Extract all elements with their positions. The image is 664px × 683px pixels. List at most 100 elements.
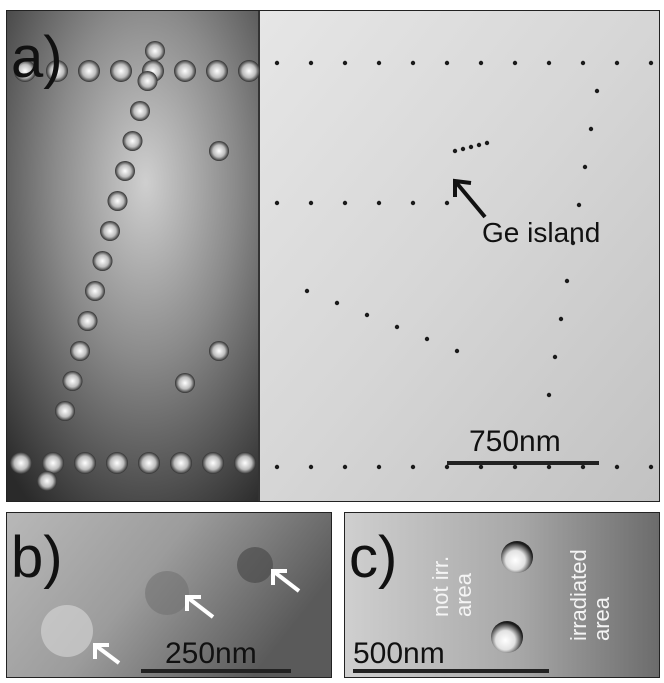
island-dot: [512, 60, 518, 66]
island-dot: [580, 464, 586, 470]
panel-c-scale-label: 500nm: [353, 637, 445, 670]
island-bump: [106, 452, 128, 474]
island-bump: [46, 60, 68, 82]
island-bump: [202, 452, 224, 474]
panel-c: c) not irr. area irradiated area 500nm: [344, 512, 660, 678]
panel-c-micrograph: [345, 513, 659, 677]
island-bump: [238, 60, 260, 82]
annotation-arrow: [453, 178, 487, 219]
island-dot: [580, 60, 586, 66]
island-dot: [410, 200, 416, 206]
island-bump: [107, 191, 128, 211]
right-region: [259, 11, 659, 501]
island-bump: [138, 452, 160, 474]
panel-a: a) Ge island 750nm: [6, 10, 660, 502]
island-dot: [410, 464, 416, 470]
irradiated-label: irradiated area: [566, 549, 615, 641]
island-dot: [478, 464, 484, 470]
island-bump: [70, 341, 90, 361]
island-bump: [130, 101, 150, 121]
island-bump: [137, 71, 158, 91]
panel-c-scale-bar: [353, 669, 549, 673]
island-dot: [648, 60, 654, 66]
island-bump: [145, 41, 165, 61]
island-dot: [342, 200, 348, 206]
ge-island-label: Ge island: [482, 217, 601, 248]
island-dot: [454, 348, 460, 354]
island-bump: [92, 251, 113, 271]
island-bump: [77, 311, 98, 331]
island-bump: [110, 60, 132, 82]
island-dot: [342, 60, 348, 66]
island-bump: [209, 141, 229, 161]
island-dot: [444, 464, 450, 470]
island-bump: [174, 60, 196, 82]
island-dot: [376, 464, 382, 470]
island-bump: [209, 341, 229, 361]
island-dot: [444, 60, 450, 66]
island-dot: [468, 144, 474, 150]
island-dot: [424, 336, 430, 342]
island-dot: [552, 354, 558, 360]
panel-b: b) 250nm: [6, 512, 332, 678]
island-dot: [564, 278, 570, 284]
panel-a-letter: a): [11, 25, 63, 90]
island-dot: [308, 464, 314, 470]
island-chains: [10, 41, 260, 491]
island-dot: [342, 464, 348, 470]
panel-b-letter: b): [11, 525, 63, 590]
left-region: [7, 11, 259, 501]
island-dot: [614, 60, 620, 66]
island-dot: [594, 88, 600, 94]
island-dot: [576, 202, 582, 208]
island-bump: [115, 161, 135, 181]
island-dot: [452, 148, 458, 154]
island-dot: [308, 200, 314, 206]
island-dot: [394, 324, 400, 330]
island-bump: [501, 541, 533, 573]
island-dot: [476, 142, 482, 148]
panel-a-scale-bar: [447, 461, 599, 465]
island-bump: [78, 60, 100, 82]
panel-b-micrograph: [7, 513, 331, 677]
island-dot: [334, 300, 340, 306]
island-dot: [558, 316, 564, 322]
island-bump: [175, 373, 195, 393]
island-bump: [14, 60, 36, 82]
island-dot: [376, 60, 382, 66]
island-dot: [570, 240, 576, 246]
not-irradiated-label: not irr. area: [428, 555, 477, 617]
island-bump: [10, 452, 32, 474]
island-dot: [410, 60, 416, 66]
island-bump: [206, 60, 228, 82]
island-dot: [512, 464, 518, 470]
island-dot: [304, 288, 310, 294]
panel-a-micrograph: [7, 11, 659, 501]
island-dot: [364, 312, 370, 318]
island-dot: [546, 464, 552, 470]
island-dot: [274, 60, 280, 66]
island-bump: [491, 621, 523, 653]
island-bump: [74, 452, 96, 474]
island-dot: [376, 200, 382, 206]
panel-b-arrows: [93, 569, 301, 665]
island-dot: [444, 200, 450, 206]
island-dot: [588, 126, 594, 132]
panel-b-scale-label: 250nm: [165, 637, 257, 670]
island-dot: [546, 392, 552, 398]
island-bump: [85, 281, 105, 301]
panel-a-scale-label: 750nm: [469, 425, 561, 458]
island-bump: [55, 401, 75, 421]
island-dot: [478, 60, 484, 66]
island-dot: [274, 200, 280, 206]
island-bump: [42, 452, 64, 474]
island-dot: [546, 60, 552, 66]
island-bump: [37, 471, 57, 491]
island-dot: [274, 464, 280, 470]
island-dot: [308, 60, 314, 66]
island-bump: [170, 452, 192, 474]
island-dot: [460, 146, 466, 152]
island-dot: [484, 140, 490, 146]
island-dot: [582, 164, 588, 170]
island-bump: [62, 371, 83, 391]
